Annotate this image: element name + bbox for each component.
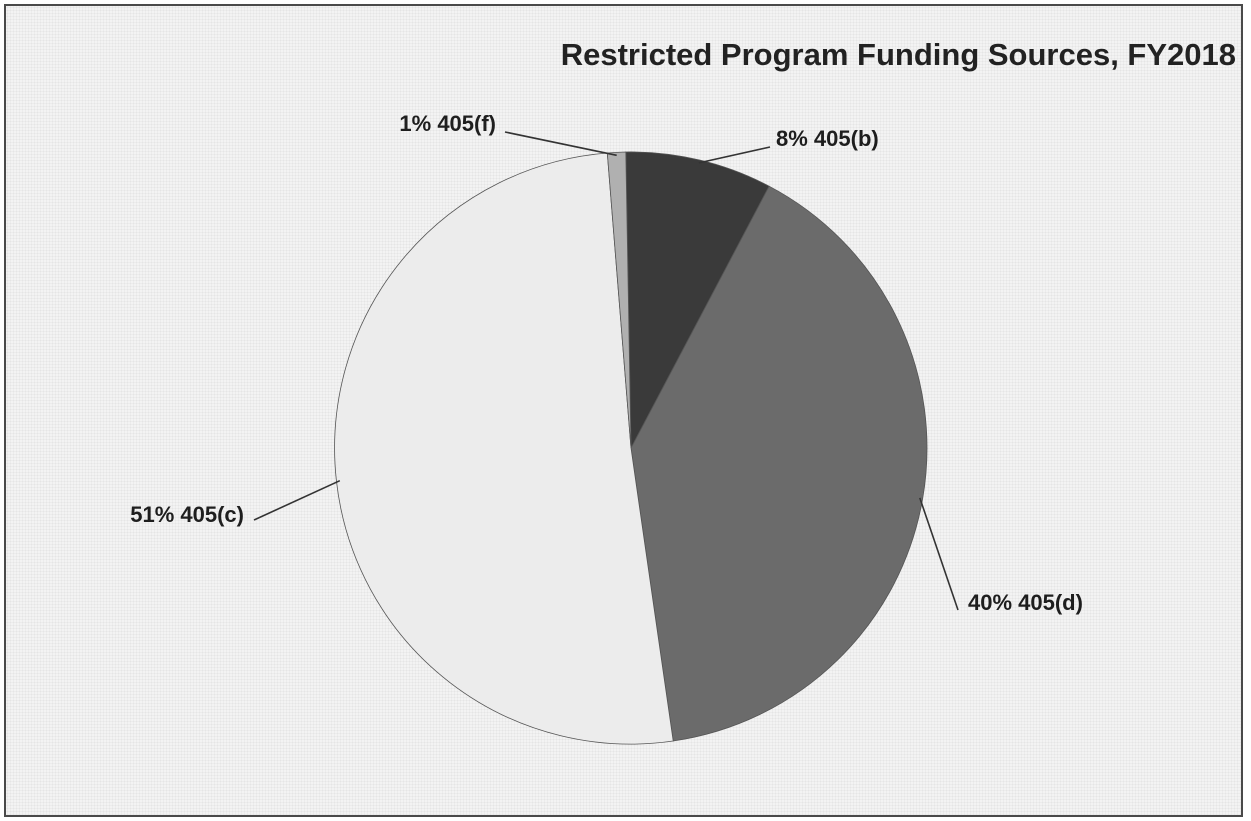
slice-label-405d: 40% 405(d) xyxy=(968,590,1083,615)
slice-labels: 8% 405(b) 40% 405(d) 51% 405(c) 1% 405(f) xyxy=(130,111,1083,615)
pie-slice-405d xyxy=(630,185,928,742)
pie-slice-405c xyxy=(334,152,674,745)
pie-slices xyxy=(334,151,928,745)
leader-line-405f xyxy=(504,131,617,157)
leader-lines xyxy=(253,131,959,611)
chart-title: Restricted Program Funding Sources, FY20… xyxy=(561,37,1236,72)
slice-label-405c: 51% 405(c) xyxy=(130,502,244,527)
leader-line-405c xyxy=(253,479,341,521)
slice-label-405f: 1% 405(f) xyxy=(399,111,496,136)
slice-label-405b: 8% 405(b) xyxy=(776,126,879,151)
leader-line-405d xyxy=(919,497,959,611)
leader-line-405b xyxy=(698,146,771,164)
pie-slice-405b xyxy=(625,151,770,449)
